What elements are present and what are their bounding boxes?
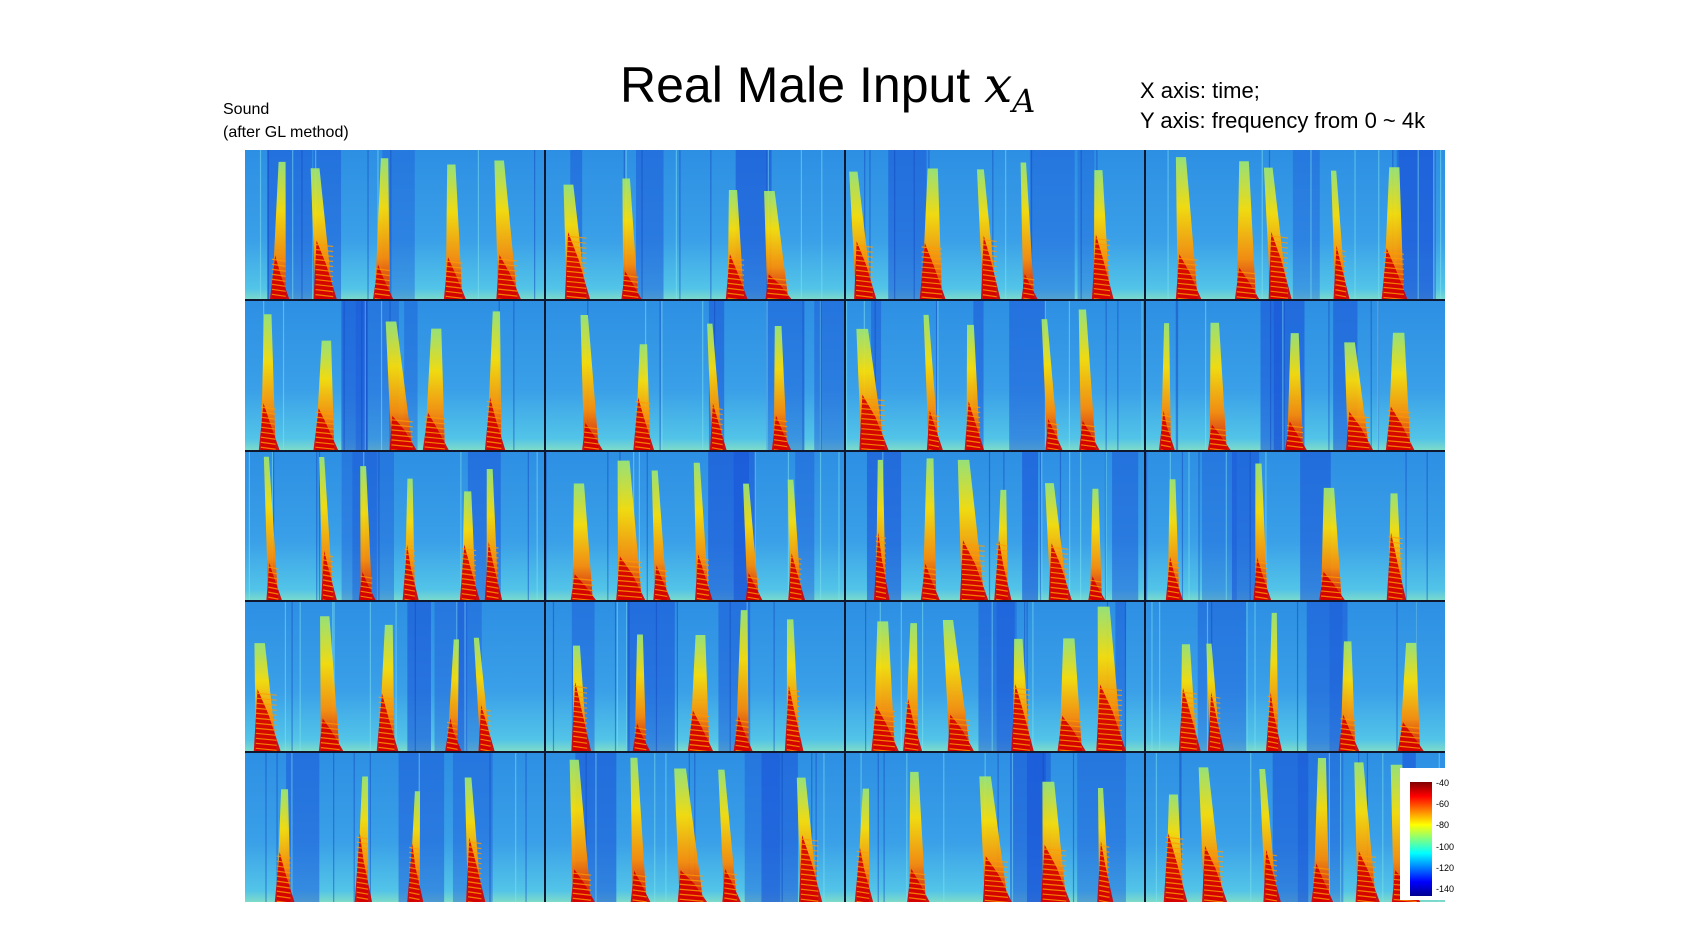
spectrogram-cell <box>845 751 1145 902</box>
axis-note-x: X axis: time; <box>1140 78 1260 103</box>
spectrogram-cell <box>1145 751 1445 902</box>
spectrogram-cell <box>245 450 545 602</box>
spectrogram-cell <box>1145 601 1445 752</box>
axis-note-y: Y axis: frequency from 0 ~ 4k <box>1140 108 1426 133</box>
colorbar-gradient <box>1410 782 1432 896</box>
colorbar-tick: -80 <box>1436 820 1450 831</box>
axis-note: X axis: time; Y axis: frequency from 0 ~… <box>1140 76 1425 136</box>
sound-label: Sound (after GL method) <box>223 98 349 144</box>
spectrogram-cell <box>545 751 845 902</box>
grid-col-divider <box>1144 150 1146 902</box>
spectrogram-cell <box>545 450 845 602</box>
title-variable: x <box>984 56 1013 114</box>
grid-col-divider <box>544 150 546 902</box>
spectrogram-cell <box>545 300 845 451</box>
spectrogram-cell <box>845 300 1145 451</box>
spectrogram-cell <box>1145 300 1445 451</box>
sound-label-line2: (after GL method) <box>223 124 349 141</box>
spectrogram-cell <box>545 601 845 752</box>
colorbar-tick: -60 <box>1436 799 1450 810</box>
title-subscript: A <box>1012 82 1036 120</box>
spectrogram-cell <box>245 751 545 902</box>
spectrogram-cell <box>1145 150 1445 301</box>
colorbar-tick: -40 <box>1436 778 1450 788</box>
spectrogram-cell <box>845 601 1145 752</box>
spectrogram-cell <box>845 450 1145 602</box>
grid-col-divider <box>844 150 846 902</box>
title-text: Real Male Input <box>620 57 985 113</box>
sound-label-line1: Sound <box>223 101 270 118</box>
spectrogram-cell <box>545 150 845 301</box>
spectrogram-cell <box>1145 450 1445 602</box>
colorbar-tick: -100 <box>1436 841 1455 852</box>
spectrogram-grid <box>245 150 1445 902</box>
spectrogram-cell <box>245 300 545 451</box>
figure-title: Real Male Input xA <box>620 56 1035 120</box>
colorbar: -40 -60 -80 -100 -120 -140 <box>1400 768 1466 900</box>
spectrogram-cell <box>245 150 545 301</box>
colorbar-tick: -140 <box>1436 884 1455 894</box>
colorbar-tick: -120 <box>1436 862 1455 873</box>
spectrogram-cell <box>845 150 1145 301</box>
spectrogram-cell <box>245 601 545 752</box>
